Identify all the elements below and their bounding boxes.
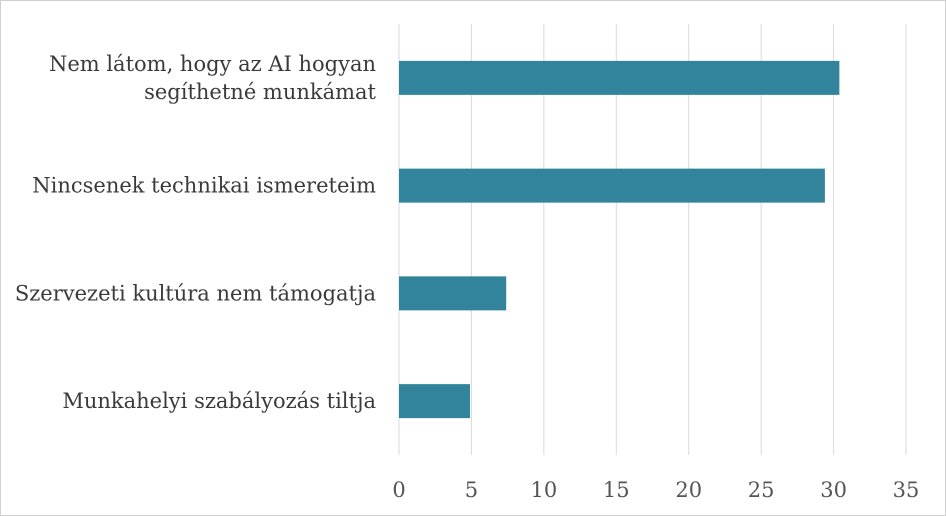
y-axis-category-labels: Nem látom, hogy az AI hogyan segíthetné m… <box>15 52 377 413</box>
gridlines <box>398 24 907 455</box>
category-label: Nem látom, hogy az AI hogyan <box>49 52 376 76</box>
x-tick-label: 20 <box>675 478 702 502</box>
bars <box>399 60 840 419</box>
category-label: Szervezeti kultúra nem támogatja <box>15 281 376 305</box>
x-tick-label: 35 <box>893 478 920 502</box>
x-axis-tick-labels: 0 5 10 15 20 25 30 35 <box>392 478 919 502</box>
bar <box>399 168 825 203</box>
x-tick-label: 25 <box>748 478 775 502</box>
x-tick-label: 15 <box>603 478 630 502</box>
category-label: Nincsenek technikai ismereteim <box>32 174 376 198</box>
x-tick-label: 5 <box>465 478 478 502</box>
category-label: segíthetné munkámat <box>144 80 376 104</box>
bar <box>399 384 470 419</box>
x-tick-label: 10 <box>530 478 557 502</box>
bar <box>399 60 840 95</box>
bar <box>399 276 507 311</box>
category-label: Munkahelyi szabályozás tiltja <box>62 389 376 413</box>
x-tick-label: 0 <box>392 478 405 502</box>
x-tick-label: 30 <box>820 478 847 502</box>
